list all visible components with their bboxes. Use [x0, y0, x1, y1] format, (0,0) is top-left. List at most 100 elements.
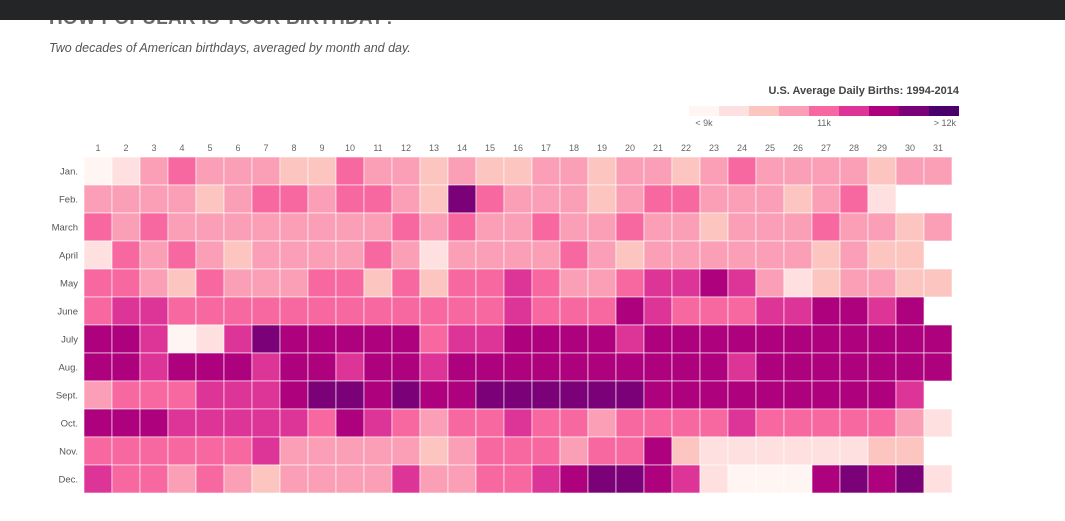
heatmap-cell: [531, 464, 561, 494]
heatmap-cell: [195, 296, 225, 326]
heatmap-cell: [363, 240, 393, 270]
heatmap-cell: [251, 296, 281, 326]
heatmap-cell: [615, 408, 645, 438]
heatmap-cell: [587, 380, 617, 410]
day-label: 24: [737, 143, 747, 153]
heatmap-cell: [811, 156, 841, 186]
heatmap-cell: [559, 352, 589, 382]
heatmap-cell: [307, 352, 337, 382]
heatmap-cell: [531, 296, 561, 326]
heatmap-cell: [671, 268, 701, 298]
heatmap-cell: [475, 464, 505, 494]
heatmap-cell: [195, 268, 225, 298]
heatmap-cell: [559, 380, 589, 410]
heatmap-cell: [727, 268, 757, 298]
heatmap-cell: [531, 352, 561, 382]
heatmap-cell: [391, 380, 421, 410]
heatmap-cell: [363, 380, 393, 410]
heatmap-cell: [559, 408, 589, 438]
heatmap-cell: [251, 436, 281, 466]
legend-labels: < 9k 11k > 12k: [695, 118, 956, 128]
heatmap-cell: [447, 268, 477, 298]
heatmap-cell: [335, 436, 365, 466]
heatmap-cell: [867, 436, 897, 466]
heatmap-cell: [139, 436, 169, 466]
legend: [689, 106, 959, 116]
heatmap-cell: [279, 380, 309, 410]
heatmap-cell: [531, 268, 561, 298]
heatmap-cell: [699, 296, 729, 326]
heatmap-cell: [447, 212, 477, 242]
day-label: 7: [263, 143, 268, 153]
heatmap-cell: [251, 268, 281, 298]
heatmap-cell: [923, 268, 953, 298]
heatmap-cell: [83, 212, 113, 242]
heatmap-cell: [111, 212, 141, 242]
heatmap-cell: [279, 156, 309, 186]
heatmap-cell: [279, 296, 309, 326]
heatmap-cell: [503, 184, 533, 214]
heatmap-cell: [587, 156, 617, 186]
day-label: 4: [179, 143, 184, 153]
heatmap-cell: [83, 156, 113, 186]
heatmap-cell: [587, 436, 617, 466]
day-label: 2: [123, 143, 128, 153]
month-label: April: [59, 251, 78, 262]
heatmap-cell: [251, 156, 281, 186]
heatmap-cell: [895, 156, 925, 186]
legend-swatch: [899, 106, 929, 116]
heatmap-cell: [195, 156, 225, 186]
heatmap-cell: [727, 296, 757, 326]
heatmap-cell: [419, 464, 449, 494]
heatmap-cell: [811, 184, 841, 214]
heatmap-cell: [727, 380, 757, 410]
heatmap-cell: [307, 436, 337, 466]
heatmap-cell: [503, 240, 533, 270]
heatmap-cell: [195, 436, 225, 466]
heatmap-cell: [363, 408, 393, 438]
heatmap-cell: [167, 212, 197, 242]
heatmap-cell: [307, 156, 337, 186]
heatmap-cell: [447, 184, 477, 214]
heatmap-cell: [503, 436, 533, 466]
heatmap-cell: [139, 408, 169, 438]
heatmap-cell: [363, 352, 393, 382]
heatmap-cell: [195, 240, 225, 270]
heatmap-cell: [447, 408, 477, 438]
day-label: 22: [681, 143, 691, 153]
heatmap-cell: [839, 464, 869, 494]
heatmap-cell: [867, 408, 897, 438]
heatmap-cell: [419, 324, 449, 354]
month-label: Oct.: [61, 419, 78, 430]
heatmap-cell: [587, 408, 617, 438]
heatmap-cell: [139, 324, 169, 354]
heatmap-cell: [503, 156, 533, 186]
heatmap-cell: [111, 380, 141, 410]
heatmap-cell: [335, 240, 365, 270]
heatmap-cell: [391, 324, 421, 354]
heatmap-cell: [839, 296, 869, 326]
heatmap-cell: [447, 324, 477, 354]
heatmap-cell: [111, 240, 141, 270]
heatmap-cell: [251, 324, 281, 354]
heatmap-cell: [839, 380, 869, 410]
heatmap-cell: [895, 212, 925, 242]
heatmap-cell: [615, 436, 645, 466]
heatmap-cell: [699, 240, 729, 270]
heatmap-cell: [391, 156, 421, 186]
heatmap-cell: [391, 464, 421, 494]
heatmap-cell: [895, 380, 925, 410]
heatmap-cell: [335, 408, 365, 438]
heatmap-cell: [783, 352, 813, 382]
heatmap-cell: [223, 268, 253, 298]
heatmap-cell: [447, 436, 477, 466]
heatmap-cell: [755, 240, 785, 270]
heatmap-cell: [895, 464, 925, 494]
heatmap-cell: [223, 380, 253, 410]
day-label: 27: [821, 143, 831, 153]
heatmap-cell: [783, 296, 813, 326]
heatmap-cell: [475, 156, 505, 186]
heatmap-cell: [195, 324, 225, 354]
heatmap-cell: [307, 296, 337, 326]
day-label: 14: [457, 143, 467, 153]
